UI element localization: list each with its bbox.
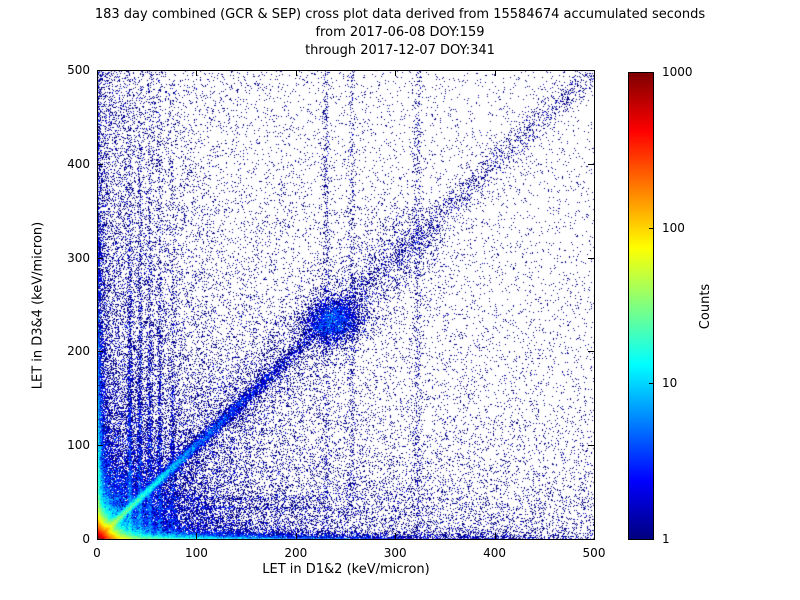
x-tick-mark (594, 70, 595, 76)
x-axis-label: LET in D1&2 (keV/micron) (262, 562, 430, 577)
x-tick-label: 500 (582, 546, 606, 560)
scatter-density-canvas (97, 70, 595, 540)
y-axis-label: LET in D3&4 (keV/micron) (30, 221, 46, 389)
colorbar-tick-mark (649, 539, 654, 540)
y-tick-mark (97, 163, 103, 165)
chart-title-line-2: from 2017-06-08 DOY:159 (315, 25, 485, 40)
y-tick-mark (97, 445, 103, 447)
colorbar-label-wrap: Counts (696, 72, 716, 540)
x-tick-label: 300 (383, 546, 407, 560)
y-axis-label-wrap: LET in D3&4 (keV/micron) (28, 70, 48, 540)
y-tick-label: 200 (67, 344, 90, 359)
y-tick-mark (588, 539, 594, 540)
y-tick-mark (97, 70, 103, 71)
chart-title-line-1: 183 day combined (GCR & SEP) cross plot … (94, 7, 706, 22)
x-tick-mark (196, 70, 198, 76)
colorbar-tick-mark (649, 383, 654, 385)
y-tick-label: 500 (67, 63, 90, 77)
x-tick-label: 0 (93, 546, 101, 560)
x-tick-mark (295, 533, 297, 539)
y-tick-mark (97, 257, 103, 259)
y-tick-label: 100 (67, 438, 90, 453)
x-tick-label: 100 (184, 546, 208, 560)
y-tick-label: 0 (82, 532, 90, 546)
x-tick-mark (494, 70, 496, 76)
x-tick-mark (97, 70, 98, 76)
y-tick-mark (97, 351, 103, 353)
colorbar-tick-label: 100 (662, 220, 685, 235)
colorbar-tick-label: 1 (662, 532, 670, 546)
x-tick-mark (97, 533, 98, 539)
colorbar-label: Counts (698, 283, 714, 329)
x-tick-mark (494, 533, 496, 539)
y-tick-mark (588, 445, 594, 447)
x-tick-mark (395, 70, 397, 76)
colorbar-tick-mark (649, 227, 654, 229)
chart-title-line-3: through 2017-12-07 DOY:341 (305, 43, 495, 58)
y-tick-mark (588, 257, 594, 259)
colorbar (628, 72, 654, 540)
x-tick-label: 200 (284, 546, 308, 560)
y-tick-label: 300 (67, 250, 90, 265)
colorbar-tick-mark (649, 72, 654, 73)
colorbar-tick-label: 1000 (662, 65, 693, 79)
x-tick-mark (594, 533, 595, 539)
x-tick-mark (295, 70, 297, 76)
x-tick-mark (196, 533, 198, 539)
x-tick-label: 400 (483, 546, 507, 560)
y-tick-mark (588, 351, 594, 353)
colorbar-tick-label: 10 (662, 376, 678, 391)
x-tick-mark (395, 533, 397, 539)
y-tick-mark (588, 163, 594, 165)
y-tick-mark (97, 539, 103, 540)
y-tick-label: 400 (67, 156, 90, 171)
y-tick-mark (588, 70, 594, 71)
chart-title: 183 day combined (GCR & SEP) cross plot … (0, 6, 800, 60)
